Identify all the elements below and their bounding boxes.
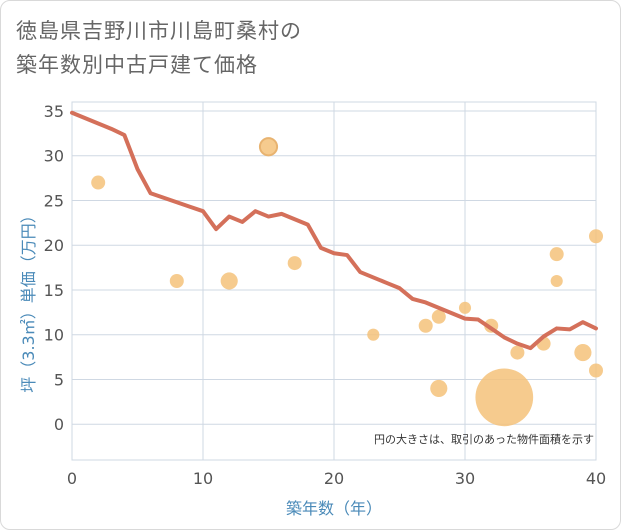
- scatter-point: [589, 229, 603, 244]
- scatter-point: [367, 328, 380, 341]
- scatter-point: [550, 274, 563, 288]
- title-line-2: 築年数別中古戸建て価格: [16, 53, 258, 77]
- y-tick-label: 5: [54, 370, 64, 389]
- scatter-point: [169, 274, 184, 288]
- y-tick-label: 30: [44, 147, 64, 166]
- x-axis-label: 築年数（年）: [286, 499, 382, 518]
- x-tick-label: 10: [193, 469, 213, 488]
- chart-title: 徳島県吉野川市川島町桑村の 築年数別中古戸建て価格: [16, 14, 302, 82]
- y-tick-label: 0: [54, 415, 64, 434]
- y-tick-label: 35: [44, 102, 64, 121]
- y-tick-label: 10: [44, 326, 64, 345]
- scatter-point: [430, 379, 448, 397]
- scatter-point: [475, 368, 534, 427]
- scatter-point: [458, 301, 472, 314]
- scatter-point: [431, 309, 446, 324]
- y-tick-label: 25: [44, 191, 64, 210]
- x-tick-label: 40: [586, 469, 606, 488]
- y-axis-label: 坪（3.3㎡）単価（万円）: [19, 207, 38, 392]
- scatter-point: [589, 363, 603, 378]
- scatter-point: [418, 318, 433, 333]
- y-tick-label: 15: [44, 281, 64, 300]
- x-tick-label: 20: [324, 469, 344, 488]
- x-tick-label: 0: [67, 469, 77, 488]
- scatter-point: [574, 344, 592, 362]
- y-tick-label: 20: [44, 236, 64, 255]
- scatter-point: [220, 272, 238, 290]
- scatter-point: [510, 345, 525, 360]
- scatter-point: [258, 137, 279, 157]
- scatter-point: [549, 247, 564, 262]
- scatter-point: [91, 175, 106, 190]
- x-tick-label: 30: [455, 469, 475, 488]
- trend-line: [70, 110, 598, 351]
- scatter-point: [287, 256, 302, 271]
- title-line-1: 徳島県吉野川市川島町桑村の: [16, 19, 302, 43]
- size-note: 円の大きさは、取引のあった物件面積を示す: [374, 432, 594, 446]
